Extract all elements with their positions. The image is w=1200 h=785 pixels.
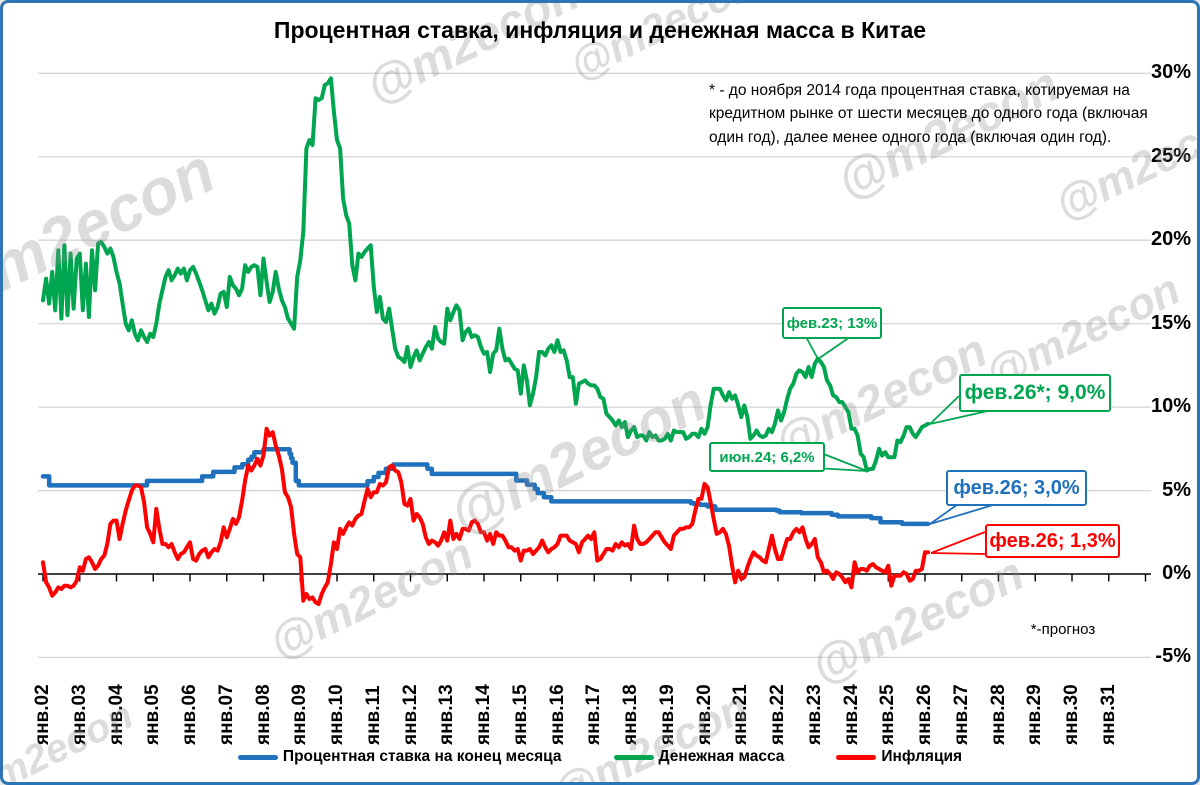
y-axis-label: 30% (1150, 61, 1191, 84)
x-axis-label: янв.04 (105, 684, 127, 745)
series-money-supply-line (41, 76, 931, 473)
rate-line-swatch (237, 754, 278, 760)
y-axis-label: 25% (1150, 144, 1191, 167)
x-axis-label: янв.29 (1024, 684, 1046, 745)
x-axis-label: янв.19 (656, 684, 678, 745)
x-axis-label: янв.13 (436, 684, 458, 745)
x-axis-label: янв.21 (730, 684, 752, 745)
x-axis-label: янв.09 (289, 684, 311, 745)
x-axis-label: янв.15 (509, 684, 531, 745)
y-axis-label: 5% (1162, 478, 1191, 501)
x-axis-label: янв.27 (950, 684, 972, 745)
x-axis-label: янв.24 (840, 684, 862, 745)
y-axis-label: -5% (1155, 645, 1191, 668)
x-axis-label: янв.10 (326, 684, 347, 745)
series-interest-rate-line (40, 447, 931, 527)
x-axis-label: янв.22 (767, 684, 788, 745)
y-axis-label: 20% (1150, 228, 1191, 251)
x-axis-label: янв.31 (1097, 684, 1119, 745)
callout-leg-m2-feb26 (929, 395, 960, 425)
callout-leg-m2-feb23 (804, 334, 819, 360)
x-axis-label: янв.25 (877, 684, 899, 745)
legend: Процентная ставка на конец месяца Денежна… (3, 748, 1197, 766)
annotation-m2-jun24: июн.24; 6,2% (709, 442, 825, 472)
x-axis-label: янв.23 (803, 684, 825, 745)
x-axis-label: янв.26 (914, 684, 935, 745)
x-axis-label: янв.08 (252, 684, 274, 745)
plot-area (38, 72, 1151, 659)
x-axis-label: янв.11 (362, 685, 384, 745)
series-inflation-line (41, 426, 931, 606)
annotation-rate-feb26: фев.26; 3,0% (946, 470, 1087, 506)
callout-leg-cpi-feb26 (930, 531, 986, 554)
annotation-m2-feb23: фев.23; 13% (782, 307, 882, 339)
x-axis-label: янв.20 (693, 684, 715, 745)
chart-title: Процентная ставка, инфляция и денежная м… (273, 17, 927, 43)
x-axis-label: янв.16 (546, 684, 568, 745)
x-axis-label: янв.30 (1061, 684, 1082, 745)
x-axis-label: янв.03 (68, 684, 90, 745)
x-axis-label: янв.17 (583, 684, 605, 745)
legend-label: Процентная ставка на конец месяца (282, 748, 562, 765)
legend-label: Инфляция (881, 748, 963, 765)
footnote-rate-definition: * - до ноября 2014 года процентная ставк… (709, 82, 1148, 146)
legend-item-rate: Процентная ставка на конец месяца (237, 748, 562, 766)
x-axis-label: янв.05 (142, 684, 164, 745)
x-axis-label: янв.18 (620, 684, 641, 745)
x-axis-label: янв.02 (32, 684, 53, 745)
annotation-cpi-feb26: фев.26; 1,3% (985, 524, 1120, 558)
callout-leg-m2-jun24 (820, 452, 868, 472)
callout-leg-m2-feb23 (817, 334, 854, 360)
annotation-m2-feb26: фев.26*; 9,0% (959, 374, 1111, 412)
inflation-line-swatch (836, 754, 877, 760)
y-axis-label: 0% (1162, 562, 1191, 584)
x-axis-label: янв.06 (179, 684, 200, 745)
x-axis-label: янв.07 (215, 684, 237, 745)
y-axis-label: 15% (1150, 311, 1191, 334)
legend-item-money-supply: Денежная масса (613, 748, 785, 766)
callout-leg-cpi-feb26 (930, 552, 986, 555)
x-axis-label: янв.14 (473, 684, 494, 745)
x-axis-label: янв.12 (399, 684, 421, 745)
money-supply-line-swatch (613, 754, 654, 760)
legend-label: Денежная масса (658, 748, 785, 765)
forecast-note: *-прогноз (1030, 621, 1096, 638)
y-axis-label: 10% (1150, 395, 1191, 418)
legend-item-inflation: Инфляция (836, 748, 962, 766)
x-axis-label: янв.28 (987, 684, 1009, 745)
